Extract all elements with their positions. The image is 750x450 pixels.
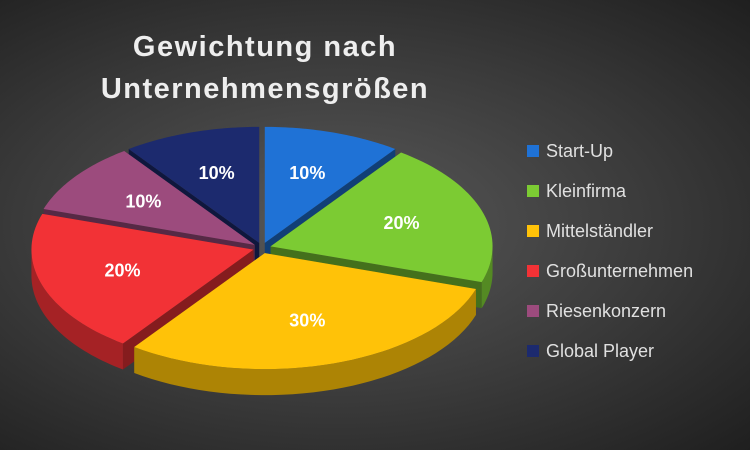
legend-label: Global Player: [546, 341, 654, 361]
legend-swatch: [527, 265, 539, 277]
data-label: 10%: [125, 191, 161, 211]
data-label: 30%: [289, 310, 325, 330]
legend-swatch: [527, 305, 539, 317]
data-label: 10%: [289, 163, 325, 183]
legend-label: Großunternehmen: [546, 261, 693, 281]
legend-swatch: [527, 145, 539, 157]
legend-label: Kleinfirma: [546, 181, 627, 201]
legend-label: Mittelständler: [546, 221, 653, 241]
legend-swatch: [527, 185, 539, 197]
data-label: 20%: [105, 261, 141, 281]
data-label: 20%: [383, 213, 419, 233]
chart-title: Gewichtung nach Unternehmensgrößen: [100, 31, 430, 105]
slice: [31, 213, 254, 344]
slice-side: [31, 249, 123, 370]
legend-label: Start-Up: [546, 141, 613, 161]
slice-side: [481, 246, 493, 309]
legend-label: Riesenkonzern: [546, 301, 666, 321]
data-label: 10%: [199, 163, 235, 183]
slice: [128, 126, 260, 243]
legend-swatch: [527, 345, 539, 357]
slice: [43, 150, 255, 245]
slice: [264, 126, 396, 243]
slice-side: [134, 288, 476, 396]
slice: [134, 253, 476, 370]
legend-swatch: [527, 225, 539, 237]
slice: [270, 152, 493, 283]
